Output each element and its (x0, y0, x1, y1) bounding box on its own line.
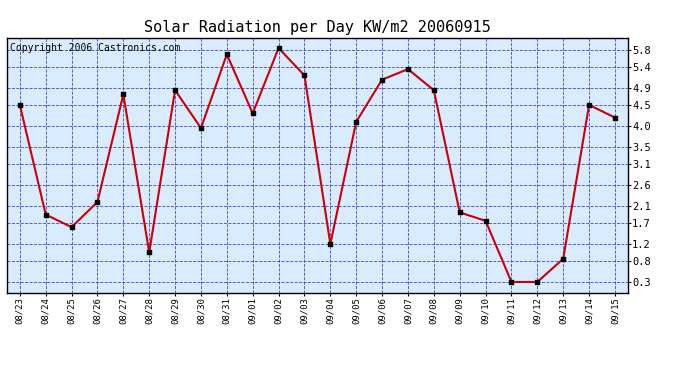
Point (170, 87, 181, 93)
Point (195, 125, 206, 131)
Point (428, 87, 440, 93)
Point (273, 45, 284, 51)
Point (532, 279, 543, 285)
Point (144, 249, 155, 255)
Point (584, 102, 595, 108)
Point (609, 115, 620, 121)
Text: Copyright 2006 Castronics.com: Copyright 2006 Castronics.com (10, 43, 180, 52)
Point (454, 209, 465, 215)
Point (66, 224, 77, 230)
Point (221, 51, 233, 57)
Point (558, 256, 569, 262)
Point (351, 119, 362, 125)
Point (480, 218, 491, 224)
Point (325, 241, 336, 247)
Point (118, 92, 129, 98)
Title: Solar Radiation per Day KW/m2 20060915: Solar Radiation per Day KW/m2 20060915 (144, 20, 491, 35)
Point (247, 110, 258, 116)
Point (377, 76, 388, 82)
Point (506, 279, 517, 285)
Point (92, 199, 103, 205)
Point (14, 102, 26, 108)
Point (40, 211, 51, 217)
Point (402, 66, 413, 72)
Point (299, 72, 310, 78)
